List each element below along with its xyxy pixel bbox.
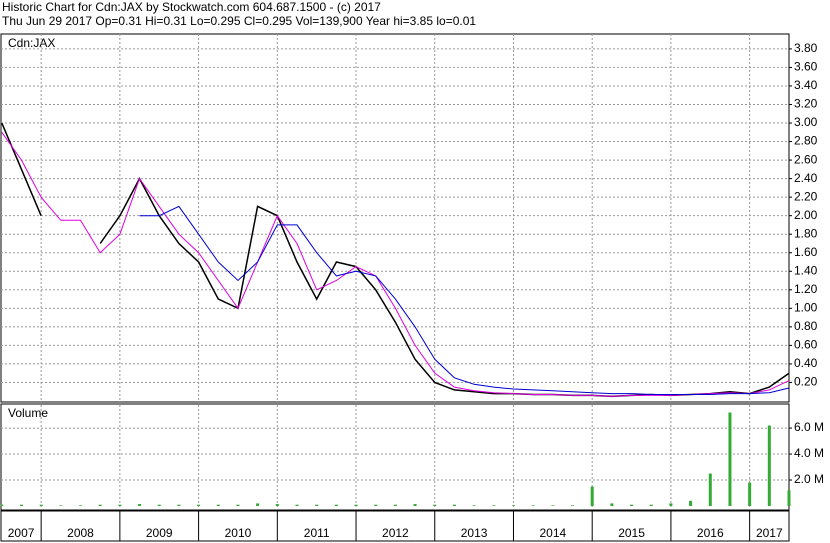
volume-bar [413, 504, 417, 506]
y-tick-label: 2.20 [794, 189, 818, 203]
volume-bar [748, 482, 752, 506]
volume-bar [551, 505, 555, 506]
volume-bar [689, 500, 693, 506]
x-tick-label: 2007 [8, 526, 35, 540]
volume-bar [256, 503, 260, 506]
volume-bar [787, 490, 791, 506]
volume-bar [708, 473, 712, 506]
chart-title: Historic Chart for Cdn:JAX by Stockwatch… [2, 0, 381, 14]
volume-bar [669, 503, 673, 506]
volume-bar [315, 504, 319, 506]
volume-bar [79, 505, 83, 506]
panel-label: Cdn:JAX [8, 36, 55, 50]
volume-bar [197, 504, 201, 506]
volume-bar [236, 504, 240, 506]
y-tick-label: 3.40 [794, 78, 818, 92]
y-tick-label: 1.00 [794, 301, 818, 315]
y-tick-label: 3.20 [794, 97, 818, 111]
y-tick-label: 3.60 [794, 60, 818, 74]
y-tick-label: 2.60 [794, 152, 818, 166]
price-panel [0, 33, 790, 403]
volume-bar [59, 505, 63, 506]
volume-bar [19, 504, 23, 506]
volume-panel [0, 403, 790, 511]
y-tick-label: 2.80 [794, 134, 818, 148]
volume-bar [649, 504, 653, 506]
x-tick-label: 2008 [67, 526, 94, 540]
volume-bar [767, 425, 771, 506]
y-tick-label: 4.0 M [794, 446, 824, 460]
volume-bar [472, 505, 476, 506]
y-tick-label: 0.20 [794, 375, 818, 389]
volume-bar [590, 486, 594, 506]
volume-bar [157, 504, 161, 506]
x-tick-label: 2013 [461, 526, 488, 540]
volume-bar [118, 504, 122, 506]
volume-bar [177, 504, 181, 506]
x-tick-label: 2012 [382, 526, 409, 540]
price-line [139, 205, 790, 395]
y-tick-label: 3.80 [794, 41, 818, 55]
volume-bar [728, 412, 732, 506]
volume-bar [354, 504, 358, 506]
volume-bar [334, 504, 338, 506]
y-tick-label: 1.80 [794, 226, 818, 240]
panel-label: Volume [8, 406, 48, 420]
x-tick-label: 2010 [225, 526, 252, 540]
x-tick-label: 2014 [539, 526, 566, 540]
volume-bar [98, 504, 102, 506]
volume-bar [295, 504, 299, 506]
volume-bar [138, 504, 142, 506]
volume-bar [433, 504, 437, 506]
y-tick-label: 6.0 M [794, 420, 824, 434]
y-tick-label: 2.0 M [794, 472, 824, 486]
x-tick-label: 2017 [756, 526, 783, 540]
y-tick-label: 1.60 [794, 245, 818, 259]
date-axis [0, 510, 790, 542]
volume-bar [630, 504, 634, 506]
x-tick-label: 2015 [618, 526, 645, 540]
volume-bar [571, 505, 575, 506]
y-tick-label: 1.20 [794, 282, 818, 296]
volume-bar [452, 504, 456, 506]
y-tick-label: 3.00 [794, 115, 818, 129]
volume-bar [511, 505, 515, 506]
volume-bar [531, 505, 535, 506]
volume-bar [39, 504, 43, 506]
volume-bar [216, 504, 220, 506]
volume-bar [0, 504, 4, 506]
volume-bar [275, 504, 279, 506]
y-tick-label: 0.80 [794, 319, 818, 333]
x-tick-label: 2009 [146, 526, 173, 540]
volume-bar [610, 503, 614, 506]
volume-bar [393, 504, 397, 506]
price-line [1, 132, 790, 397]
y-tick-label: 1.40 [794, 263, 818, 277]
y-tick-label: 0.60 [794, 338, 818, 352]
y-tick-label: 0.40 [794, 356, 818, 370]
y-tick-label: 2.00 [794, 208, 818, 222]
y-tick-label: 2.40 [794, 171, 818, 185]
volume-bar [492, 505, 496, 506]
chart-subtitle: Thu Jun 29 2017 Op=0.31 Hi=0.31 Lo=0.295… [2, 14, 476, 28]
x-tick-label: 2016 [697, 526, 724, 540]
volume-bar [374, 504, 378, 506]
x-tick-label: 2011 [304, 526, 330, 540]
